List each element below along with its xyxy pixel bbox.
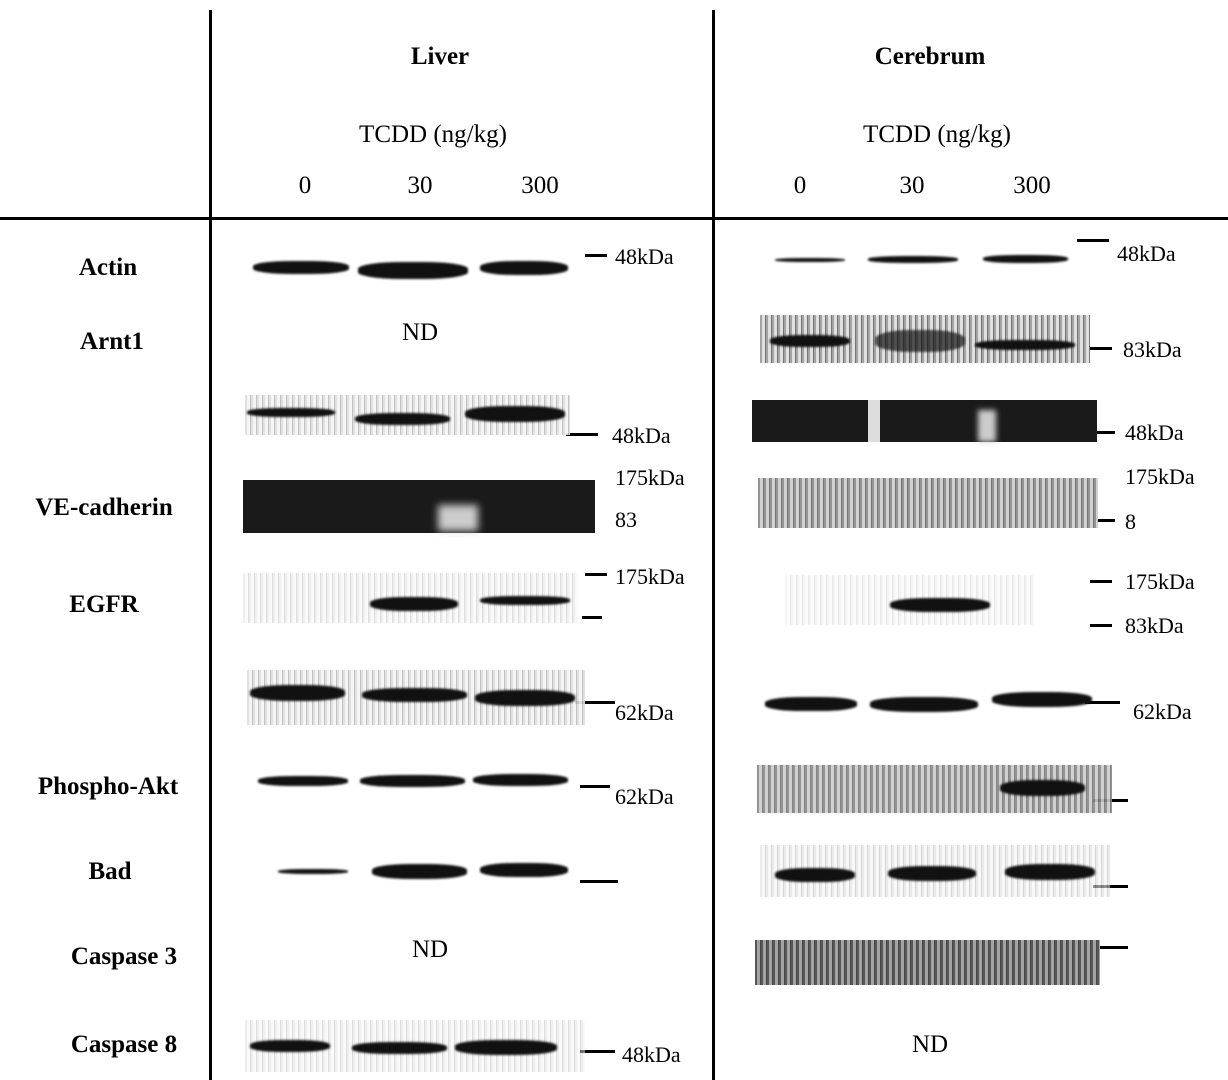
marker-tick (585, 573, 607, 576)
blot-band (975, 340, 1075, 350)
blot-band (1005, 864, 1095, 880)
dose-label: 0 (794, 172, 807, 200)
figure: {"panels": [ {"title": "Liver", "treatme… (0, 0, 1228, 1080)
divider (712, 10, 715, 1080)
panel-title: Liver (411, 43, 469, 71)
dose-label: 300 (521, 172, 559, 200)
dose-label: 0 (299, 172, 312, 200)
blot-band (352, 1042, 447, 1054)
blot-band (250, 1040, 330, 1052)
marker-tick (585, 254, 607, 257)
marker-tick (1090, 624, 1112, 627)
divider (209, 10, 212, 1080)
marker-label: 175kDa (1125, 464, 1195, 490)
row-label: VE-cadherin (35, 494, 173, 522)
blot-band (372, 864, 467, 879)
marker-label: 62kDa (1133, 699, 1192, 725)
blot-background (243, 480, 595, 533)
marker-tick (1097, 431, 1115, 434)
row-label: Actin (79, 254, 137, 282)
blot-lane-gap (868, 400, 880, 442)
marker-tick (580, 880, 618, 883)
blot-band (868, 256, 958, 263)
blot-band (355, 413, 450, 425)
dose-label: 30 (408, 172, 433, 200)
row-label: Arnt1 (80, 328, 144, 356)
blot-band (455, 1040, 557, 1055)
marker-label: 83kDa (1125, 613, 1184, 639)
marker-tick (1097, 519, 1115, 522)
treatment-label: TCDD (ng/kg) (359, 121, 507, 149)
blot-band (765, 697, 857, 711)
blot-band (250, 685, 345, 701)
blot-band (770, 335, 850, 347)
blot-band (360, 775, 465, 787)
blot-band (992, 692, 1092, 707)
dose-label: 30 (900, 172, 925, 200)
nd-label: ND (402, 319, 438, 347)
marker-label: 48kDa (622, 1042, 681, 1068)
blot-band (875, 330, 965, 352)
blot-band (775, 868, 855, 882)
blot-band (362, 688, 467, 702)
marker-label: 48kDa (615, 244, 674, 270)
blot-band (888, 866, 976, 881)
blot-band (983, 255, 1068, 263)
panel-title: Cerebrum (875, 43, 986, 71)
divider (0, 217, 1228, 220)
blot-background (755, 940, 1100, 985)
blot-band (890, 598, 990, 612)
blot-band (247, 408, 335, 417)
marker-label: 62kDa (615, 784, 674, 810)
blot-lane-gap (978, 410, 996, 442)
blot-band (358, 262, 468, 279)
marker-label: 175kDa (1125, 569, 1195, 595)
blot-band (1000, 780, 1085, 796)
blot-band (475, 690, 575, 706)
blot-band (870, 697, 978, 712)
marker-tick (582, 616, 602, 619)
blot-band (480, 261, 568, 275)
nd-label: ND (412, 936, 448, 964)
blot-band (278, 869, 348, 874)
marker-label: 83kDa (1123, 337, 1182, 363)
blot-band (465, 406, 565, 422)
marker-label: 175kDa (615, 564, 685, 590)
blot-band (473, 774, 568, 786)
marker-tick (1090, 580, 1112, 583)
row-label: Caspase 8 (71, 1031, 177, 1059)
blot-background (752, 400, 1097, 442)
marker-tick (1090, 347, 1112, 350)
marker-label: 62kDa (615, 700, 674, 726)
blot-band (370, 597, 458, 611)
marker-label: 83 (615, 507, 637, 533)
marker-label: 8 (1125, 509, 1136, 535)
marker-tick (580, 1050, 615, 1053)
nd-label: ND (912, 1031, 948, 1059)
marker-tick (1100, 946, 1128, 949)
blot-band (480, 863, 568, 877)
row-label: Caspase 3 (71, 943, 177, 971)
row-label: Bad (88, 858, 131, 886)
marker-tick (580, 785, 610, 788)
marker-label: 48kDa (612, 423, 671, 449)
marker-label: 48kDa (1117, 241, 1176, 267)
row-label: Phospho-Akt (38, 773, 178, 801)
marker-tick (1077, 239, 1109, 242)
blot-band (480, 596, 570, 605)
blot-band (775, 258, 845, 262)
dose-label: 300 (1013, 172, 1051, 200)
blot-background (758, 478, 1098, 528)
row-label: EGFR (69, 591, 138, 619)
blot-band (253, 261, 349, 274)
blot-band (258, 776, 348, 786)
blot-spot (438, 505, 478, 531)
marker-label: 48kDa (1125, 420, 1184, 446)
marker-label: 175kDa (615, 465, 685, 491)
marker-tick (566, 433, 598, 436)
treatment-label: TCDD (ng/kg) (863, 121, 1011, 149)
